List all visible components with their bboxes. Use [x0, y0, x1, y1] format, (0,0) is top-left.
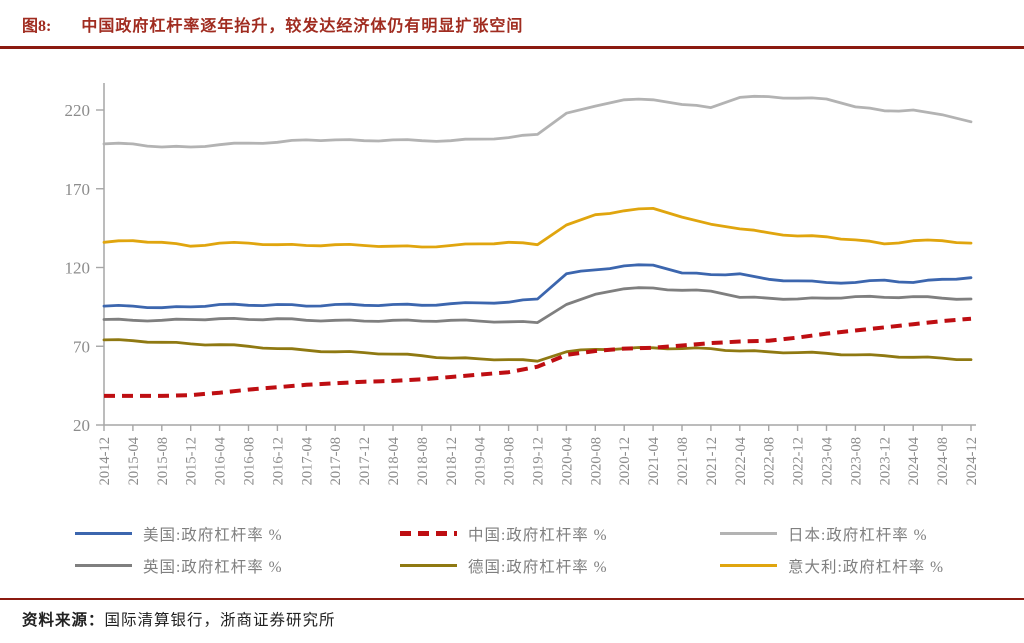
- legend-label-uk: 英国:政府杠杆率 %: [143, 558, 283, 576]
- x-tick-label: 2021-12: [704, 437, 720, 485]
- x-tick-label: 2024-12: [964, 437, 980, 485]
- x-tick-label: 2020-12: [617, 437, 633, 485]
- legend-swatch-uk: [75, 563, 132, 568]
- legend-item-germany: 德国:政府杠杆率 %: [400, 555, 720, 576]
- series-line-germany: [102, 338, 973, 363]
- y-tick-label: 70: [73, 337, 90, 356]
- x-tick-label: 2018-12: [444, 437, 460, 485]
- series-line-us: [102, 263, 973, 310]
- legend-swatch-italy: [720, 563, 777, 568]
- legend-label-japan: 日本:政府杠杆率 %: [788, 526, 928, 544]
- x-tick-label: 2016-04: [213, 436, 229, 485]
- y-tick-label: 20: [73, 416, 90, 435]
- data-source-text: 国际清算银行，浙商证券研究所: [104, 612, 336, 629]
- x-tick-label: 2024-08: [935, 437, 951, 485]
- legend-label-china: 中国:政府杠杆率 %: [468, 526, 608, 544]
- legend-label-us: 美国:政府杠杆率 %: [143, 526, 283, 544]
- x-tick-label: 2023-04: [820, 436, 836, 485]
- x-tick-label: 2022-08: [762, 437, 778, 485]
- x-tick-label: 2019-08: [502, 437, 518, 485]
- legend-item-japan: 日本:政府杠杆率 %: [720, 523, 995, 544]
- x-tick-label: 2023-12: [877, 437, 893, 485]
- title-divider-rule: [0, 46, 1024, 49]
- legend-item-italy: 意大利:政府杠杆率 %: [720, 555, 995, 576]
- x-tick-label: 2022-12: [791, 437, 807, 485]
- series-line-italy: [102, 206, 973, 249]
- y-tick-label: 120: [65, 259, 91, 278]
- x-tick-label: 2020-04: [559, 436, 575, 485]
- legend-swatch-us: [75, 531, 132, 536]
- series-line-japan: [102, 94, 973, 149]
- series-line-china: [104, 316, 972, 398]
- legend-item-us: 美国:政府杠杆率 %: [75, 523, 400, 544]
- x-tick-label: 2016-12: [270, 437, 286, 485]
- legend-item-china: 中国:政府杠杆率 %: [400, 523, 720, 544]
- x-tick-label: 2016-08: [242, 437, 258, 485]
- x-tick-label: 2020-08: [588, 437, 604, 485]
- figure-tag: 图8:: [22, 18, 52, 35]
- x-tick-label: 2022-04: [733, 436, 749, 485]
- x-tick-label: 2023-08: [848, 437, 864, 485]
- x-tick-label: 2015-08: [155, 437, 171, 485]
- legend-label-germany: 德国:政府杠杆率 %: [468, 558, 608, 576]
- x-tick-label: 2017-12: [357, 437, 373, 485]
- legend-item-uk: 英国:政府杠杆率 %: [75, 555, 400, 576]
- x-tick-label: 2019-04: [473, 436, 489, 485]
- series-line-uk: [102, 286, 973, 325]
- legend-swatch-germany: [400, 563, 457, 568]
- x-tick-label: 2017-08: [328, 437, 344, 485]
- government-leverage-line-chart: 20 70 120 170 220 2014-12 2015-04 2015-08 2015-1…: [65, 83, 980, 485]
- x-tick-label: 2021-08: [675, 437, 691, 485]
- legend-label-italy: 意大利:政府杠杆率 %: [788, 558, 945, 576]
- legend-swatch-japan: [720, 531, 777, 536]
- x-tick-label: 2024-04: [906, 436, 922, 485]
- x-tick-label: 2015-04: [126, 436, 142, 485]
- data-source: 资料来源：国际清算银行，浙商证券研究所: [22, 608, 336, 630]
- x-tick-label: 2015-12: [184, 437, 200, 485]
- y-tick-label: 170: [65, 180, 91, 199]
- x-tick-label: 2019-12: [531, 437, 547, 485]
- x-tick-label: 2021-04: [646, 436, 662, 485]
- x-tick-label: 2017-04: [299, 436, 315, 485]
- x-tick-label: 2018-04: [386, 436, 402, 485]
- figure-header: 图8: 中国政府杠杆率逐年抬升，较发达经济体仍有明显扩张空间: [22, 12, 523, 36]
- figure-title: 中国政府杠杆率逐年抬升，较发达经济体仍有明显扩张空间: [81, 18, 524, 35]
- legend-swatch-china: [400, 531, 457, 536]
- y-tick-label: 220: [65, 101, 91, 120]
- footer-divider-rule: [0, 598, 1024, 600]
- data-source-label: 资料来源：: [22, 612, 105, 629]
- x-tick-label: 2018-08: [415, 437, 431, 485]
- x-tick-label: 2014-12: [97, 437, 113, 485]
- chart-legend: 美国:政府杠杆率 % 中国:政府杠杆率 % 日本:政府杠杆率 % 英国:政府杠杆率 %…: [75, 523, 995, 576]
